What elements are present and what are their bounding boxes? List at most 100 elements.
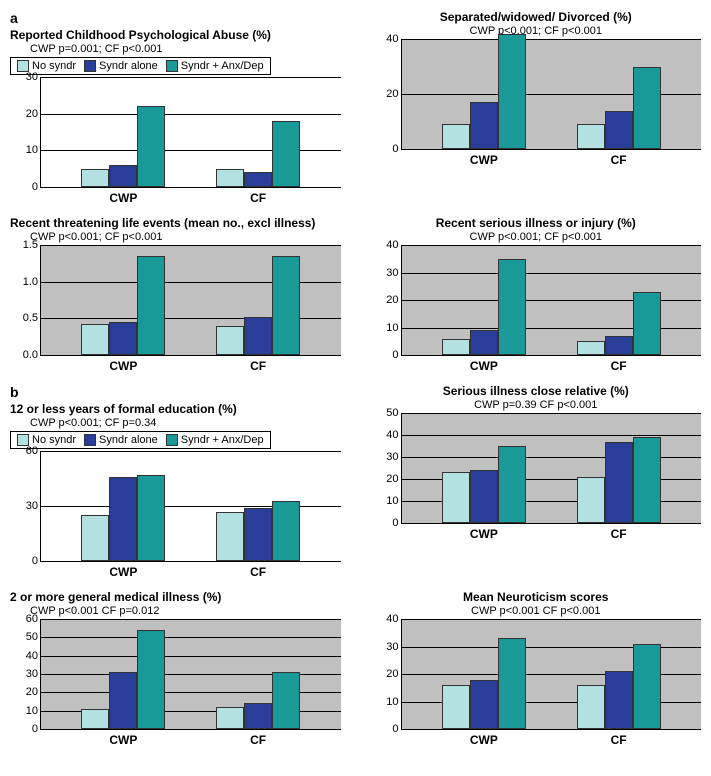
- y-tick-label: 40: [386, 33, 398, 45]
- legend-label: Syndr + Anx/Dep: [181, 434, 264, 446]
- y-tick-label: 10: [386, 495, 398, 507]
- y-tick-label: 20: [386, 294, 398, 306]
- legend-label: No syndr: [32, 60, 76, 72]
- plot-area: 010203040CWPCF: [401, 245, 702, 356]
- legend: No syndrSyndr aloneSyndr + Anx/Dep: [10, 57, 271, 75]
- bars-area: [402, 245, 702, 355]
- legend-swatch: [84, 434, 96, 446]
- x-tick-label: CF: [577, 359, 661, 373]
- bar: [470, 680, 498, 730]
- bar-group: [442, 638, 526, 729]
- y-tick-label: 10: [26, 705, 38, 717]
- y-tick-label: 40: [386, 613, 398, 625]
- plot-area: 03060CWPCF: [40, 451, 341, 562]
- chart-subtitle: CWP p<0.001; CF p<0.001: [371, 25, 702, 37]
- legend-label: Syndr alone: [99, 60, 158, 72]
- x-axis-labels: CWPCF: [41, 359, 341, 373]
- bars-area: [41, 245, 341, 355]
- bar: [216, 707, 244, 729]
- bar: [498, 34, 526, 150]
- y-axis-labels: 010203040: [374, 245, 399, 355]
- chart-title: Reported Childhood Psychological Abuse (…: [10, 28, 341, 42]
- plot-area: 0102030405060CWPCF: [40, 619, 341, 730]
- chart-subtitle: CWP p<0.001 CF p=0.012: [30, 605, 341, 617]
- x-tick-label: CWP: [81, 565, 165, 579]
- y-tick-label: 0: [392, 723, 398, 735]
- bar: [605, 336, 633, 355]
- bar: [442, 339, 470, 356]
- y-tick-label: 40: [386, 239, 398, 251]
- y-tick-label: 50: [386, 407, 398, 419]
- y-tick-label: 20: [26, 686, 38, 698]
- bar: [442, 685, 470, 729]
- bar: [498, 259, 526, 355]
- section-a-grid: a Reported Childhood Psychological Abuse …: [10, 10, 701, 374]
- bar: [137, 475, 165, 561]
- y-tick-label: 30: [26, 500, 38, 512]
- plot-area: 02040CWPCF: [401, 39, 702, 150]
- legend-item-syndr_alone: Syndr alone: [84, 434, 158, 446]
- y-tick-label: 0: [392, 517, 398, 529]
- y-tick-label: 50: [26, 631, 38, 643]
- chart-title: Mean Neuroticism scores: [371, 590, 702, 604]
- chart-subtitle: CWP p<0.001; CF p<0.001: [30, 231, 341, 243]
- bar: [109, 165, 137, 187]
- y-tick-label: 30: [386, 641, 398, 653]
- bar: [244, 508, 272, 561]
- bar: [442, 472, 470, 523]
- bar: [137, 630, 165, 729]
- bar: [577, 341, 605, 355]
- x-axis-labels: CWPCF: [402, 527, 702, 541]
- bar: [498, 638, 526, 729]
- x-axis-labels: CWPCF: [402, 153, 702, 167]
- legend-label: No syndr: [32, 434, 76, 446]
- bar: [109, 477, 137, 561]
- chart-abuse: a Reported Childhood Psychological Abuse …: [10, 10, 341, 206]
- y-tick-label: 20: [386, 473, 398, 485]
- y-tick-label: 60: [26, 445, 38, 457]
- section-b-grid: b12 or less years of formal education (%…: [10, 384, 701, 748]
- chart-separated: Separated/widowed/ Divorced (%)CWP p<0.0…: [371, 10, 702, 206]
- bar: [81, 709, 109, 729]
- x-tick-label: CF: [216, 565, 300, 579]
- bar: [109, 322, 137, 355]
- x-tick-label: CF: [577, 153, 661, 167]
- bar-group: [216, 121, 300, 187]
- y-tick-label: 10: [26, 144, 38, 156]
- chart-illness: Recent serious illness or injury (%)CWP …: [371, 216, 702, 374]
- y-tick-label: 30: [26, 71, 38, 83]
- bar: [577, 685, 605, 729]
- y-tick-label: 0: [32, 723, 38, 735]
- bars-area: [402, 413, 702, 523]
- y-axis-labels: 0102030: [13, 77, 38, 187]
- bar: [498, 446, 526, 523]
- chart-threat: Recent threatening life events (mean no.…: [10, 216, 341, 374]
- bar: [577, 477, 605, 523]
- bars-area: [41, 77, 341, 187]
- chart-subtitle: CWP p<0.001; CF p<0.001: [371, 231, 702, 243]
- plot-area: 0102030CWPCF: [40, 77, 341, 188]
- chart-title: Recent threatening life events (mean no.…: [10, 216, 341, 230]
- y-axis-labels: 03060: [13, 451, 38, 561]
- bar-group: [442, 446, 526, 523]
- bar-group: [81, 256, 165, 355]
- bar: [216, 512, 244, 562]
- section-label-a: a: [10, 10, 341, 26]
- y-tick-label: 0: [392, 349, 398, 361]
- bar: [605, 111, 633, 150]
- bar: [633, 292, 661, 355]
- legend-item-syndr_alone: Syndr alone: [84, 60, 158, 72]
- bar: [442, 124, 470, 149]
- chart-relative: Serious illness close relative (%)CWP p=…: [371, 384, 702, 580]
- bar-group: [216, 256, 300, 355]
- y-tick-label: 20: [386, 88, 398, 100]
- x-tick-label: CWP: [442, 359, 526, 373]
- bar: [605, 671, 633, 729]
- y-tick-label: 20: [26, 108, 38, 120]
- chart-neuroticism: Mean Neuroticism scoresCWP p<0.001 CF p<…: [371, 590, 702, 748]
- chart-subtitle: CWP p=0.001; CF p<0.001: [30, 43, 341, 55]
- bar: [244, 317, 272, 355]
- bar: [216, 169, 244, 187]
- bar: [137, 256, 165, 355]
- y-axis-labels: 010203040: [374, 619, 399, 729]
